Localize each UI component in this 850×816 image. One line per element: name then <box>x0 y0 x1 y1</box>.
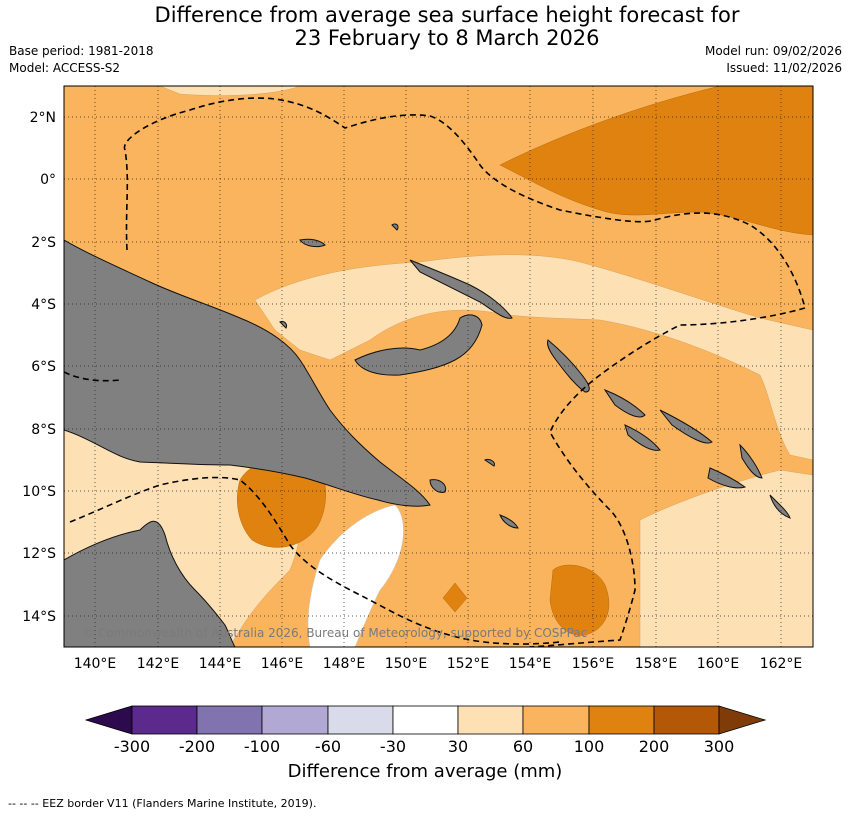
colorbar-segment <box>392 705 459 735</box>
eez-border <box>64 97 806 647</box>
model-run-date: Model run: 09/02/2026 <box>704 44 842 58</box>
colorbar-tick: 60 <box>513 737 533 756</box>
anomaly-band-30-60-north <box>159 86 301 96</box>
lon-label: 140°E <box>74 656 117 672</box>
lat-label: 12°S <box>22 546 56 562</box>
anomaly-band-neutral <box>307 504 404 647</box>
anomaly-band-100-200-small <box>442 582 468 613</box>
map-frame <box>63 85 814 648</box>
colorbar-tick: 200 <box>639 737 670 756</box>
map-area <box>64 86 813 647</box>
colorbar-tick: -200 <box>179 737 215 756</box>
map-title-line-2: 23 February to 8 March 2026 <box>294 26 600 50</box>
anomaly-band-30-60-central <box>254 254 813 461</box>
lon-label: 156°E <box>572 656 615 672</box>
lon-label: 162°E <box>760 656 803 672</box>
colorbar-tick: -60 <box>315 737 341 756</box>
lat-label: 10°S <box>22 484 56 500</box>
lon-label: 152°E <box>447 656 490 672</box>
latitude-labels: 2°N 0° 2°S 4°S 6°S 8°S 10°S 12°S 14°S <box>22 110 56 625</box>
colorbar-tick: 30 <box>448 737 468 756</box>
copyright-notice: © Commonwealth of Australia 2026, Bureau… <box>82 626 588 640</box>
model-name: Model: ACCESS-S2 <box>9 61 121 75</box>
base-period: Base period: 1981-2018 <box>9 44 154 58</box>
colorbar-tick: 300 <box>704 737 735 756</box>
colorbar-segment <box>261 705 329 735</box>
colorbar-ticks: -300 -200 -100 -60 -30 30 60 100 200 300 <box>114 737 734 756</box>
anomaly-band-100-200-south <box>549 564 610 636</box>
colorbar-tick: 100 <box>574 737 605 756</box>
colorbar-tick: -300 <box>114 737 150 756</box>
lat-label: 8°S <box>31 422 56 438</box>
lon-label: 142°E <box>137 656 180 672</box>
longitude-labels: 140°E 142°E 144°E 146°E 148°E 150°E 152°… <box>74 656 803 672</box>
colorbar-segment <box>653 705 720 735</box>
lon-label: 150°E <box>385 656 428 672</box>
colorbar-segment <box>327 705 394 735</box>
colorbar <box>84 705 767 735</box>
land-solomon-islands <box>603 388 791 519</box>
land-new-britain <box>354 314 483 376</box>
colorbar-label: Difference from average (mm) <box>287 761 563 782</box>
lat-label: 4°S <box>31 297 56 313</box>
land-new-ireland <box>409 259 513 319</box>
lat-label: 2°N <box>30 110 56 126</box>
colorbar-segment <box>522 705 590 735</box>
land-australia-cape-york <box>64 520 236 647</box>
colorbar-segment <box>457 705 524 735</box>
lat-label: 6°S <box>31 359 56 375</box>
lon-label: 154°E <box>509 656 552 672</box>
land-small-islands <box>279 223 519 529</box>
colorbar-tick: -30 <box>380 737 406 756</box>
colorbar-extend-low <box>84 705 133 735</box>
colorbar-segment <box>588 705 655 735</box>
lat-label: 0° <box>40 172 56 188</box>
lon-label: 148°E <box>323 656 366 672</box>
lon-label: 144°E <box>199 656 242 672</box>
issued-date: Issued: 11/02/2026 <box>726 61 842 75</box>
colorbar-segment <box>196 705 263 735</box>
eez-footnote: -- -- -- EEZ border V11 (Flanders Marine… <box>8 797 317 810</box>
lat-label: 14°S <box>22 609 56 625</box>
graticule <box>64 86 813 647</box>
lon-label: 160°E <box>697 656 740 672</box>
land-new-guinea <box>64 239 431 507</box>
lon-label: 146°E <box>261 656 304 672</box>
colorbar-segment <box>131 705 198 735</box>
lon-label: 158°E <box>635 656 678 672</box>
lat-label: 2°S <box>31 235 56 251</box>
colorbar-extend-high <box>718 705 767 735</box>
colorbar-tick: -100 <box>244 737 280 756</box>
map-title-line-1: Difference from average sea surface heig… <box>154 3 740 27</box>
